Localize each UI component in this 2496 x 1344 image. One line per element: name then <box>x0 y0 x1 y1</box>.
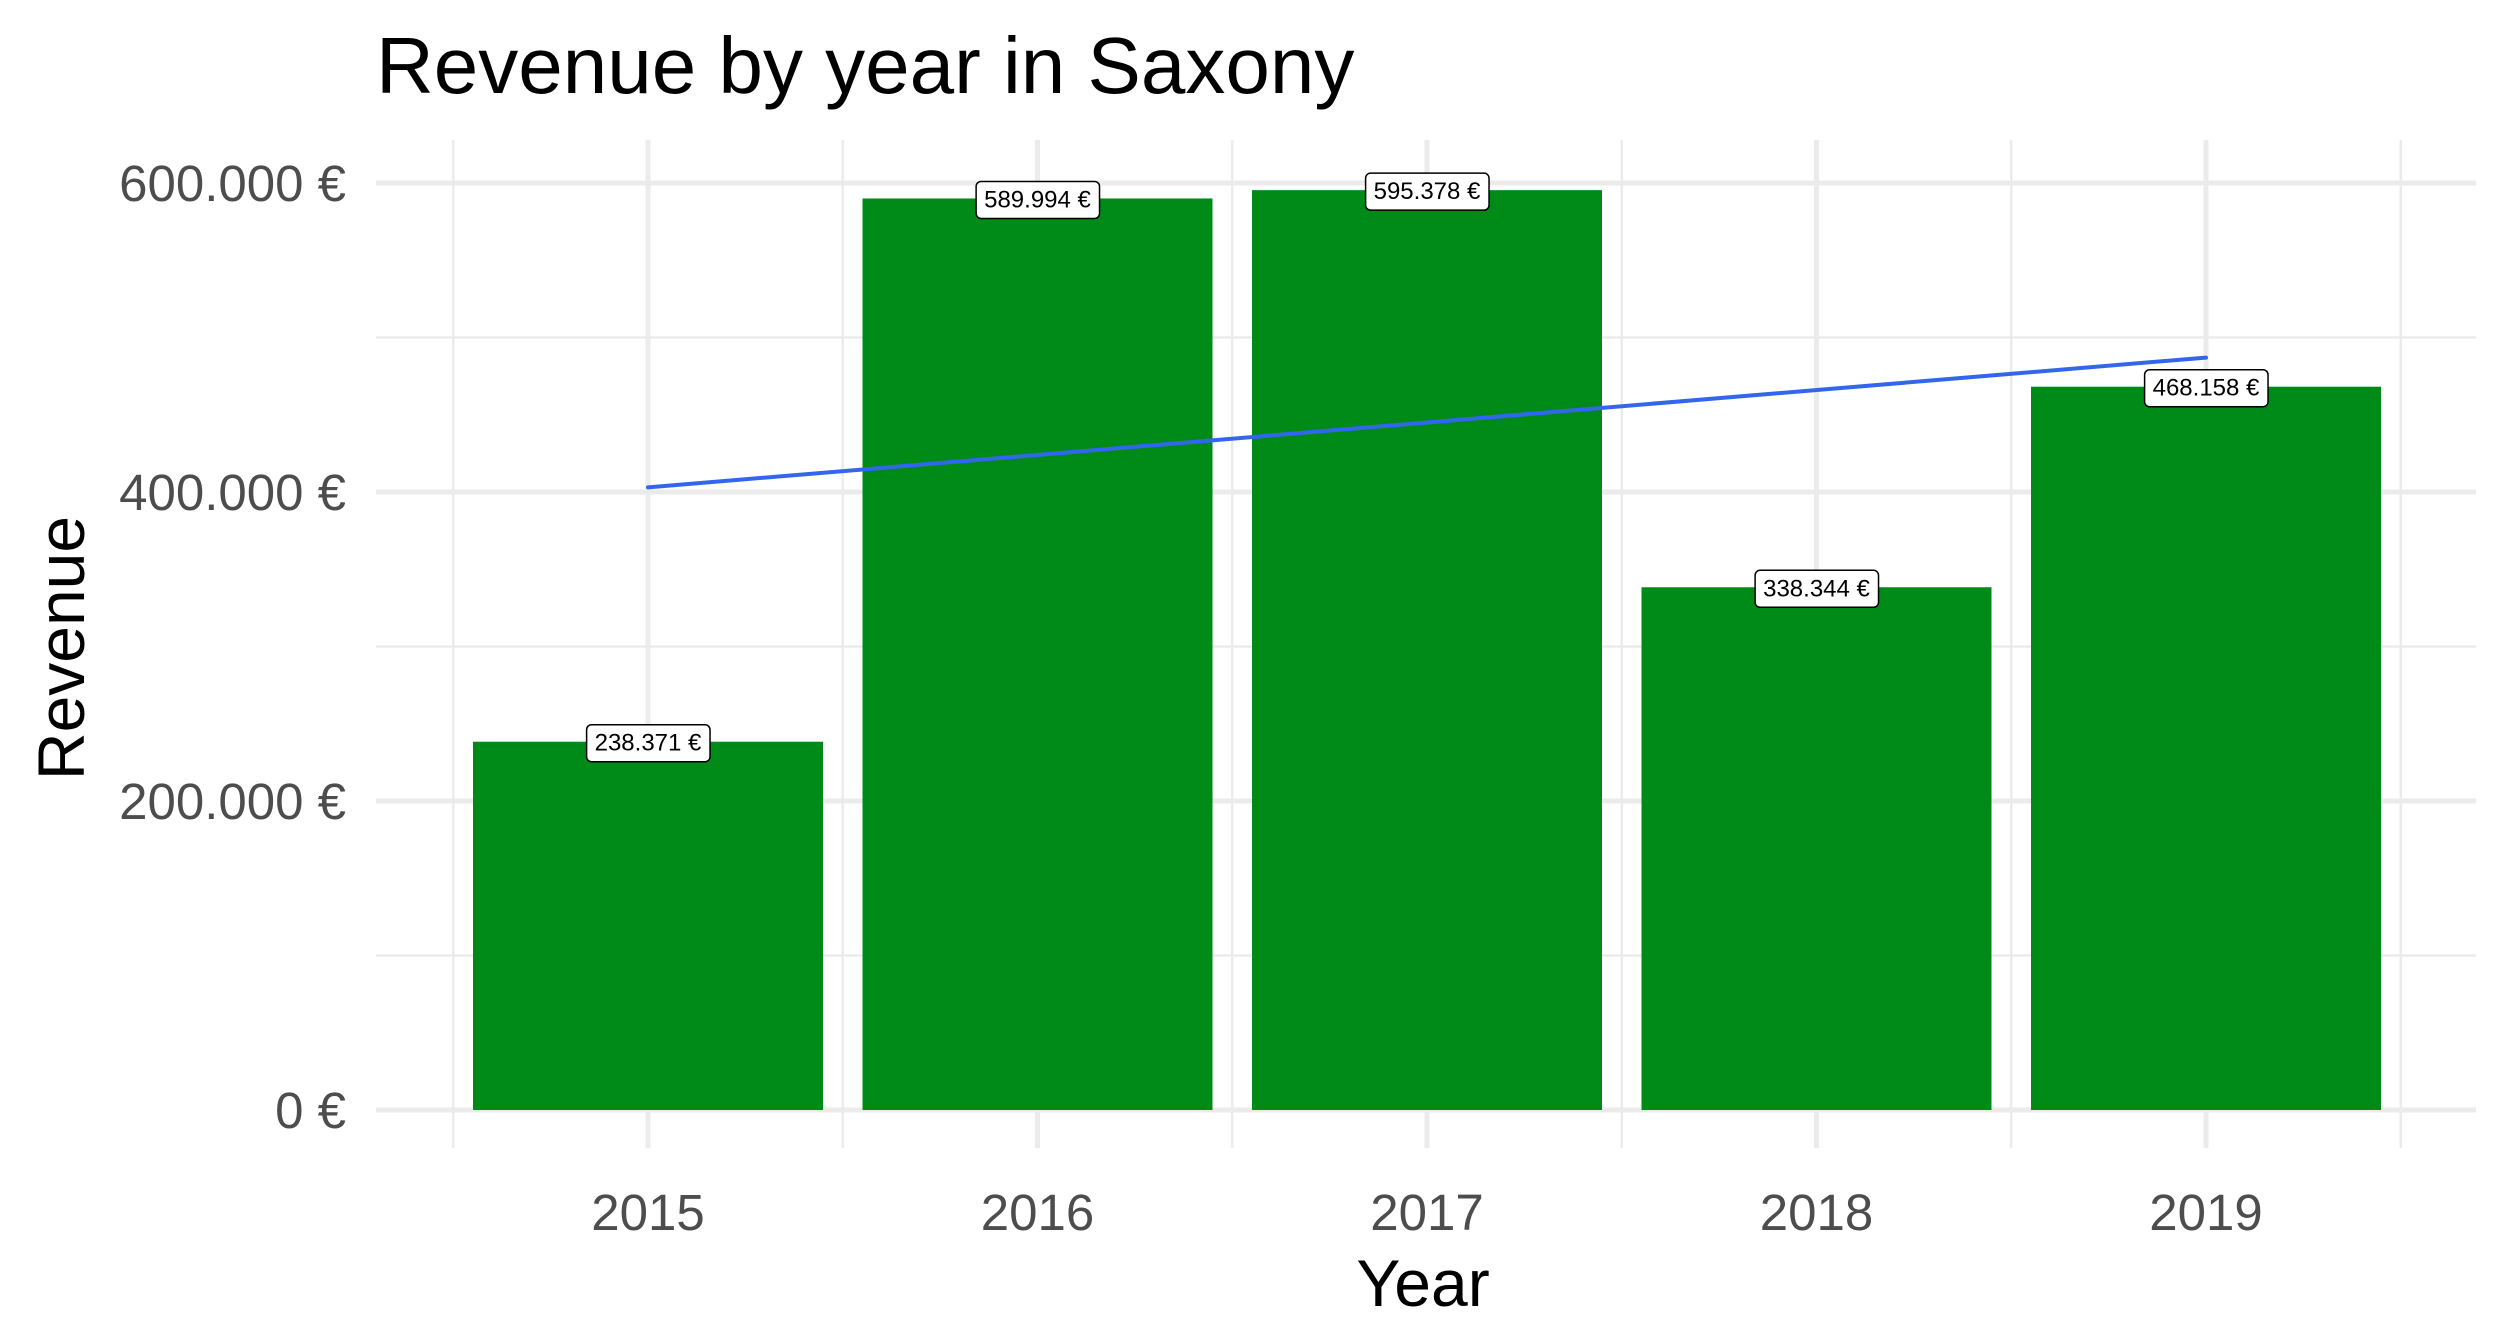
x-axis-title: Year <box>1356 1246 1489 1320</box>
data-label-text: 338.344 € <box>1763 575 1870 602</box>
y-tick-label: 0 € <box>275 1082 346 1139</box>
data-label-text: 468.158 € <box>2153 375 2260 402</box>
bar-2017 <box>1252 190 1602 1110</box>
y-tick-label: 600.000 € <box>119 155 346 212</box>
x-tick-label-2015: 2015 <box>591 1184 704 1241</box>
data-label-2015: 238.371 € <box>585 723 711 763</box>
data-label-text: 595.378 € <box>1374 178 1481 205</box>
x-axis-ticks: 2015 2016 2017 2018 2019 <box>591 1184 2262 1241</box>
bar-2018 <box>1641 587 1992 1110</box>
data-label-box <box>1754 569 1880 609</box>
x-tick-label-2017: 2017 <box>1370 1184 1483 1241</box>
x-tick-label-2018: 2018 <box>1760 1184 1873 1241</box>
y-tick-label: 400.000 € <box>119 464 346 521</box>
trend-line-group <box>646 355 2208 490</box>
data-label-2016: 589.994 € <box>975 180 1101 220</box>
bar-2019 <box>2031 386 2381 1110</box>
trend-line <box>646 355 2208 490</box>
data-label-box <box>1364 172 1490 211</box>
data-label-2017: 595.378 € <box>1364 172 1490 211</box>
y-axis-title: Revenue <box>24 516 98 780</box>
bar-2015 <box>473 741 823 1110</box>
bar-2016 <box>862 198 1213 1110</box>
data-label-box <box>2143 368 2269 408</box>
bars <box>473 190 2381 1110</box>
y-tick-label: 200.000 € <box>119 773 346 830</box>
x-tick-label-2019: 2019 <box>2149 1184 2262 1241</box>
chart-title: Revenue by year in Saxony <box>376 21 1354 110</box>
data-label-2019: 468.158 € <box>2143 368 2269 408</box>
data-label-box <box>585 723 711 763</box>
x-tick-label-2016: 2016 <box>981 1184 1094 1241</box>
data-label-text: 589.994 € <box>984 186 1091 213</box>
y-axis-ticks: 0 € 200.000 € 400.000 € 600.000 € <box>119 155 346 1139</box>
data-label-text: 238.371 € <box>595 730 702 757</box>
data-labels: 238.371 € 589.994 € 595.378 € 338.344 € 468.… <box>585 172 2269 763</box>
data-label-box <box>975 180 1101 220</box>
data-label-2018: 338.344 € <box>1754 569 1880 609</box>
